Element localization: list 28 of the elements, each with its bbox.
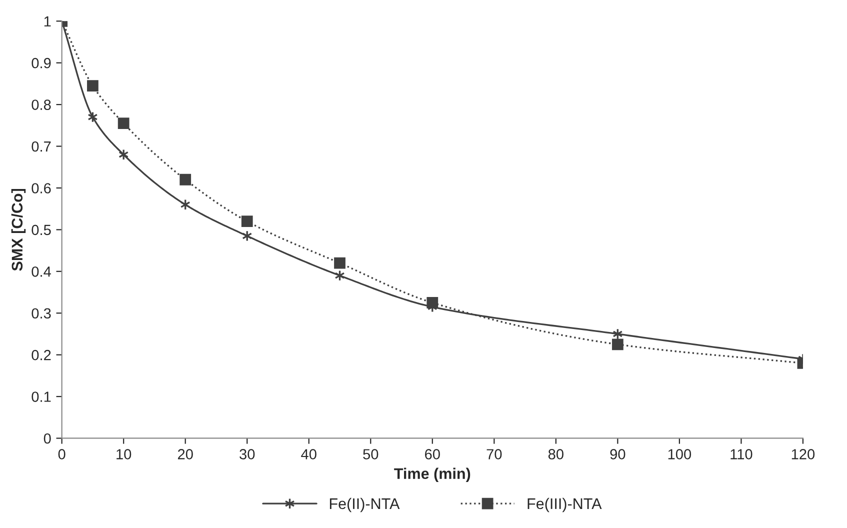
y-tick-label: 0.5 xyxy=(32,224,51,236)
x-tick-label: 40 xyxy=(301,449,316,460)
x-tick-label: 120 xyxy=(792,449,815,460)
y-axis-title: SMX [C/Co] xyxy=(11,188,26,271)
x-tick-label: 10 xyxy=(116,449,132,460)
x-tick-label: 70 xyxy=(486,449,502,460)
y-tick-label: 0.1 xyxy=(32,392,51,402)
x-tick-label: 0 xyxy=(58,449,66,460)
x-tick-label: 50 xyxy=(363,449,378,460)
legend-label: Fe(III)-NTA xyxy=(528,498,602,512)
y-tick-label: 0.6 xyxy=(32,183,51,194)
y-tick-label: 0.2 xyxy=(32,350,51,360)
x-tick-label: 100 xyxy=(668,449,692,460)
x-tick-label: 60 xyxy=(425,449,440,460)
x-axis-title: Time (min) xyxy=(394,468,470,482)
x-tick-label: 110 xyxy=(730,449,752,460)
y-tick-label: 0.9 xyxy=(32,58,51,68)
x-tick-label: 20 xyxy=(178,449,193,460)
y-tick-label: 1 xyxy=(44,16,51,26)
legend-label: Fe(II)-NTA xyxy=(330,498,400,512)
y-tick-label: 0.4 xyxy=(32,266,51,277)
x-tick-label: 30 xyxy=(240,449,255,460)
y-tick-label: 0.8 xyxy=(32,100,51,110)
y-tick-label: 0.7 xyxy=(32,141,51,152)
y-tick-label: 0.3 xyxy=(32,308,51,319)
x-tick-label: 90 xyxy=(610,449,626,460)
x-tick-label: 80 xyxy=(548,449,564,460)
y-tick-label: 0 xyxy=(44,433,51,444)
